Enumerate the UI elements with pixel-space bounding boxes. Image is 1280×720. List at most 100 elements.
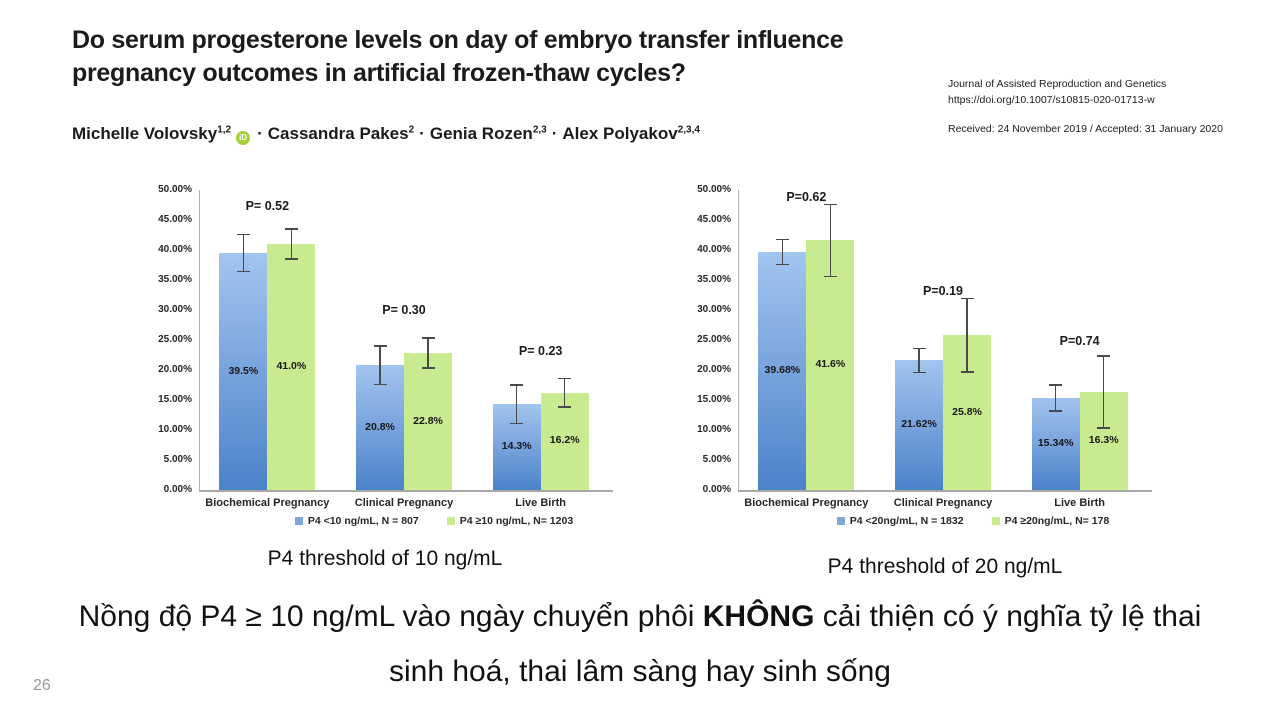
- x-axis-line: [199, 490, 613, 492]
- y-tick-label: 40.00%: [158, 244, 192, 255]
- error-bar-line: [1102, 356, 1105, 429]
- error-bar-cap: [510, 422, 524, 425]
- author-affiliations-sup: 2,3: [532, 124, 547, 136]
- legend-item: P4 <20ng/mL, N = 1832: [836, 515, 964, 527]
- author-name: Cassandra Pakes: [267, 124, 409, 143]
- legend-label: P4 <20ng/mL, N = 1832: [849, 515, 964, 527]
- bar-blue: [758, 251, 807, 490]
- journal-received-accepted: Received: 24 November 2019 / Accepted: 3…: [948, 123, 1223, 135]
- chart-legend: P4 <20ng/mL, N = 1832 P4 ≥20ng/mL, N= 178: [768, 515, 1178, 527]
- bar-value-label: 14.3%: [501, 440, 532, 453]
- error-bar-line: [966, 298, 968, 372]
- bar-blue: [356, 365, 404, 490]
- journal-info: Journal of Assisted Reproduction and Gen…: [948, 76, 1223, 137]
- conclusion-pre: Nồng độ P4 ≥ 10 ng/mL vào ngày chuyển ph…: [78, 600, 703, 633]
- bar-green: [806, 240, 855, 490]
- author-separator: ·: [419, 124, 425, 143]
- error-bar-line: [781, 239, 784, 265]
- error-bar-line: [829, 204, 832, 277]
- bar-green: [540, 392, 589, 490]
- category-label: Biochemical Pregnancy: [205, 497, 330, 509]
- p-value-label: P=0.19: [923, 284, 963, 298]
- chart-caption-right: P4 threshold of 20 ng/mL: [827, 555, 1063, 578]
- error-bar-cap: [236, 233, 250, 236]
- bar-blue: [1031, 397, 1080, 490]
- y-axis-line: [738, 190, 739, 491]
- legend-label: P4 ≥10 ng/mL, N= 1203: [459, 515, 574, 527]
- y-tick-label: 5.00%: [163, 454, 192, 465]
- bar-blue: [219, 253, 268, 490]
- error-bar-cap: [421, 337, 435, 339]
- error-bar-line: [242, 234, 245, 272]
- error-bar-cap: [775, 238, 789, 241]
- legend-swatch-blue: [836, 517, 845, 525]
- error-bar-cap: [284, 228, 298, 230]
- error-bar-cap: [1049, 384, 1063, 386]
- error-bar-cap: [1097, 427, 1111, 429]
- error-bar-cap: [775, 263, 789, 266]
- p-value-label: P= 0.52: [245, 198, 290, 213]
- author-separator: ·: [257, 124, 263, 143]
- bar-blue: [895, 360, 943, 490]
- error-bar-cap: [960, 297, 974, 300]
- y-tick-label: 45.00%: [158, 214, 192, 225]
- y-tick-label: 0.00%: [702, 484, 731, 495]
- author-name: Alex Polyakov: [562, 124, 678, 143]
- error-bar-cap: [823, 203, 837, 206]
- legend-item: P4 <10 ng/mL, N = 807: [294, 515, 419, 527]
- legend-swatch-blue: [294, 517, 303, 525]
- y-tick-label: 15.00%: [697, 394, 731, 405]
- category-label: Clinical Pregnancy: [893, 497, 993, 509]
- y-tick-label: 50.00%: [158, 184, 192, 195]
- error-bar-cap: [373, 383, 387, 386]
- y-tick-label: 15.00%: [158, 394, 192, 405]
- error-bar-cap: [236, 270, 250, 273]
- y-tick-label: 40.00%: [697, 244, 731, 255]
- bar-value-label: 39.5%: [228, 364, 259, 377]
- paper-title-line1: Do serum progesterone levels on day of e…: [72, 26, 844, 54]
- conclusion-line1: Nồng độ P4 ≥ 10 ng/mL vào ngày chuyển ph…: [0, 596, 1280, 638]
- bar-value-label: 22.8%: [413, 414, 443, 427]
- bar-value-label: 25.8%: [952, 405, 982, 418]
- y-tick-label: 45.00%: [697, 214, 731, 225]
- bar-value-label: 21.62%: [901, 418, 937, 431]
- p-value-label: P=0.62: [786, 189, 827, 204]
- orcid-icon: iD: [236, 131, 251, 145]
- error-bar-line: [515, 385, 518, 424]
- error-bar-line: [918, 348, 920, 373]
- legend-swatch-green: [446, 517, 455, 525]
- bar-value-label: 41.0%: [276, 360, 307, 372]
- conclusion-bold-word: KHÔNG: [702, 600, 815, 633]
- y-tick-label: 10.00%: [697, 424, 731, 435]
- y-tick-label: 25.00%: [697, 334, 731, 345]
- chart-caption-left: P4 threshold of 10 ng/mL: [267, 547, 503, 570]
- bar-value-label: 41.6%: [815, 358, 846, 371]
- error-bar-line: [290, 229, 293, 259]
- y-tick-label: 35.00%: [697, 274, 731, 285]
- bar-value-label: 16.2%: [549, 434, 580, 447]
- y-tick-label: 50.00%: [697, 184, 731, 195]
- legend-item: P4 ≥10 ng/mL, N= 1203: [446, 515, 574, 527]
- conclusion-post: cải thiện có ý nghĩa tỷ lệ thai: [814, 600, 1202, 633]
- y-tick-label: 10.00%: [158, 424, 192, 435]
- error-bar-cap: [373, 345, 387, 347]
- bar-green: [267, 244, 316, 490]
- x-axis-line: [738, 490, 1152, 492]
- legend-label: P4 ≥20ng/mL, N= 178: [1004, 515, 1110, 527]
- error-bar-line: [427, 338, 429, 369]
- p-value-label: P= 0.30: [382, 303, 426, 318]
- error-bar-cap: [960, 371, 974, 373]
- legend-swatch-green: [991, 517, 1000, 525]
- bar-value-label: 15.34%: [1037, 436, 1074, 449]
- legend-label: P4 <10 ng/mL, N = 807: [307, 515, 419, 527]
- error-bar-line: [1054, 384, 1057, 412]
- error-bar-cap: [1097, 355, 1111, 357]
- bar-chart-p4-threshold-10: 0.00% 5.00% 10.00% 15.00% 20.00% 25.00% 30.00%…: [140, 184, 630, 537]
- author-name: Genia Rozen: [429, 124, 533, 143]
- y-tick-label: 20.00%: [697, 364, 731, 375]
- error-bar-cap: [284, 258, 298, 260]
- error-bar-cap: [558, 406, 572, 408]
- error-bar-cap: [558, 377, 572, 380]
- paper-title: Do serum progesterone levels on day of e…: [72, 24, 844, 90]
- error-bar-cap: [1049, 410, 1063, 412]
